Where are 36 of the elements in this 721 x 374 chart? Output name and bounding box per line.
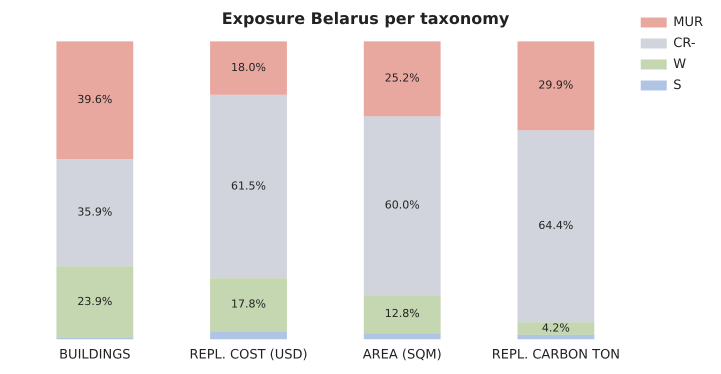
- bar: [517, 130, 594, 322]
- legend-label: MUR: [673, 14, 703, 30]
- bar: [517, 322, 594, 335]
- x-tick-label: BUILDINGS: [59, 348, 131, 363]
- chart-title: Exposure Belarus per taxonomy: [222, 8, 510, 28]
- x-tick-label: REPL. COST (USD): [189, 348, 308, 363]
- bar: [210, 331, 287, 340]
- x-tick-label: REPL. CARBON TON: [492, 348, 620, 363]
- bar: [210, 278, 287, 332]
- legend-label: CR-: [673, 36, 696, 51]
- data-label: 4.2%: [542, 322, 570, 335]
- data-label: 39.6%: [77, 93, 112, 106]
- data-label: 17.8%: [231, 298, 266, 311]
- data-label: 29.9%: [538, 78, 574, 92]
- bar: [56, 41, 134, 160]
- data-label: 60.0%: [384, 198, 420, 212]
- bar: [364, 41, 441, 116]
- legend-label: S: [673, 78, 682, 93]
- data-label: 35.9%: [77, 206, 112, 219]
- x-tick-label: AREA (SQM): [362, 348, 442, 363]
- bar: [210, 41, 287, 95]
- legend-label: W: [673, 56, 686, 72]
- bar: [517, 334, 594, 340]
- bar: [364, 295, 441, 334]
- data-label: 64.4%: [538, 219, 574, 232]
- data-label: 61.5%: [231, 179, 266, 192]
- bar: [210, 94, 287, 278]
- bar: [364, 116, 441, 296]
- data-label: 23.9%: [77, 294, 112, 308]
- bar: [517, 41, 594, 130]
- data-label: 18.0%: [231, 60, 266, 74]
- bar: [56, 159, 134, 266]
- bar: [364, 333, 441, 340]
- bar: [56, 266, 134, 338]
- data-label: 12.8%: [384, 307, 420, 320]
- data-label: 25.2%: [384, 72, 420, 85]
